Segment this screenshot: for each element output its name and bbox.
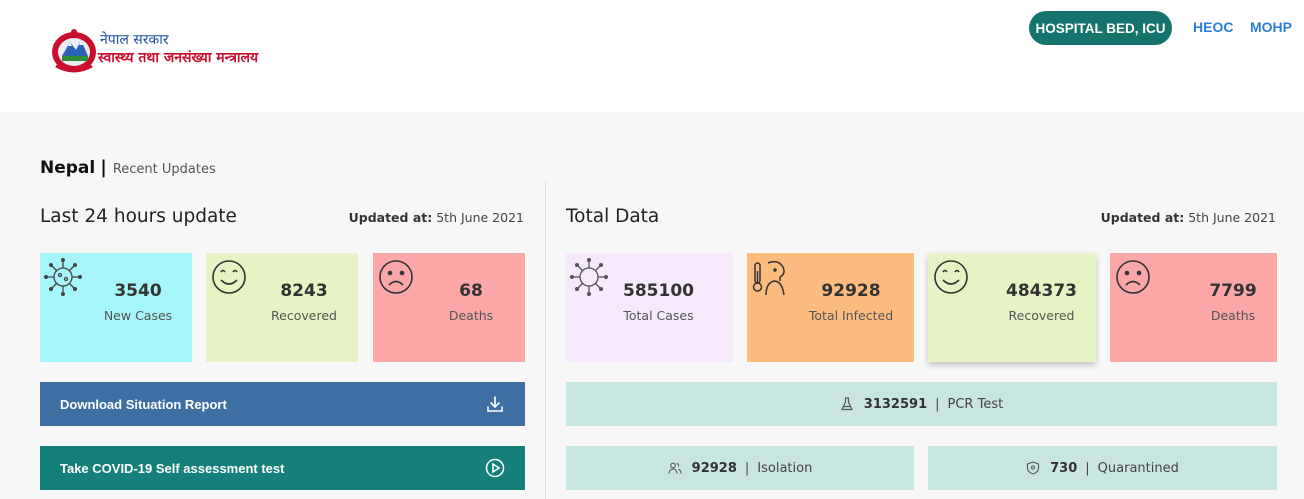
pcr-separator: | xyxy=(935,396,940,412)
shield-icon xyxy=(1027,461,1040,475)
total-deaths-label: Deaths xyxy=(1210,308,1256,323)
isolation-label: Isolation xyxy=(757,460,813,476)
country-name: Nepal xyxy=(40,158,96,178)
new-cases-value: 3540 xyxy=(114,281,162,301)
quarantined-separator: | xyxy=(1085,460,1090,476)
nepal-emblem-icon xyxy=(52,29,96,73)
pcr-test-label: PCR Test xyxy=(947,396,1004,412)
download-icon xyxy=(487,396,503,412)
last24-updated-label: Updated at: xyxy=(348,210,433,225)
logo-text-government: नेपाल सरकार xyxy=(100,32,169,48)
people-icon xyxy=(668,462,682,474)
smile-icon xyxy=(934,260,968,294)
total-updated-label: Updated at: xyxy=(1100,210,1185,225)
nav-link-mohp[interactable]: MOHP xyxy=(1250,19,1292,35)
total-infected-label: Total Infected xyxy=(808,308,894,323)
ministry-logo[interactable]: नेपाल सरकार स्वास्थ्य तथा जनसंख्या मन्त्… xyxy=(48,24,298,78)
quarantined-label: Quarantined xyxy=(1097,460,1179,476)
total-updated: Updated at: 5th June 2021 xyxy=(1101,210,1276,225)
pcr-test-stat: 3132591 | PCR Test xyxy=(566,382,1277,426)
virus-icon xyxy=(44,258,82,296)
flask-icon xyxy=(840,397,853,411)
thermometer-patient-icon xyxy=(752,260,785,296)
hospital-bed-icu-button[interactable]: HOSPITAL BED, ICU xyxy=(1029,11,1172,45)
isolation-value: 92928 xyxy=(691,460,737,476)
logo-text-ministry: स्वास्थ्य तथा जनसंख्या मन्त्रालय xyxy=(98,50,259,66)
smile-icon xyxy=(212,260,246,294)
download-button-label: Download Situation Report xyxy=(60,396,227,412)
recovered-24h-value: 8243 xyxy=(280,281,328,301)
quarantined-stat: 730 | Quarantined xyxy=(928,446,1277,490)
breadcrumb-subtitle: Recent Updates xyxy=(112,162,216,177)
card-recovered-24h: 8243 Recovered xyxy=(206,253,358,362)
card-new-cases: 3540 New Cases xyxy=(40,253,192,362)
breadcrumb-separator: | xyxy=(100,157,107,178)
sad-icon xyxy=(1116,260,1150,294)
card-total-infected: 92928 Total Infected xyxy=(747,253,914,362)
card-total-cases: 585100 Total Cases xyxy=(566,253,733,362)
breadcrumb: Nepal | Recent Updates xyxy=(40,157,216,178)
self-assessment-button-label: Take COVID-19 Self assessment test xyxy=(60,460,285,476)
total-infected-value: 92928 xyxy=(821,281,881,301)
play-circle-icon xyxy=(485,458,505,478)
total-data-title: Total Data xyxy=(566,206,660,227)
deaths-24h-value: 68 xyxy=(459,281,483,301)
download-situation-report-button[interactable]: Download Situation Report xyxy=(40,382,525,426)
card-deaths-24h: 68 Deaths xyxy=(373,253,525,362)
quarantined-value: 730 xyxy=(1050,460,1078,476)
deaths-24h-label: Deaths xyxy=(448,308,494,323)
last24-updated: Updated at: 5th June 2021 xyxy=(349,210,524,225)
header: नेपाल सरकार स्वास्थ्य तथा जनसंख्या मन्त्… xyxy=(0,0,1304,112)
virus-icon xyxy=(570,258,608,296)
last24-updated-value: 5th June 2021 xyxy=(436,210,524,225)
total-deaths-value: 7799 xyxy=(1209,281,1257,301)
isolation-stat: 92928 | Isolation xyxy=(566,446,914,490)
sad-icon xyxy=(379,260,413,294)
pcr-test-value: 3132591 xyxy=(863,396,928,412)
total-recovered-label: Recovered xyxy=(1008,308,1075,323)
self-assessment-test-button[interactable]: Take COVID-19 Self assessment test xyxy=(40,446,525,490)
nav-link-heoc[interactable]: HEOC xyxy=(1193,19,1234,35)
last24-title: Last 24 hours update xyxy=(40,206,237,227)
total-cases-value: 585100 xyxy=(623,281,694,301)
isolation-separator: | xyxy=(744,460,750,476)
new-cases-label: New Cases xyxy=(103,308,173,323)
total-cases-label: Total Cases xyxy=(623,308,694,323)
column-divider xyxy=(545,181,546,499)
total-recovered-value: 484373 xyxy=(1006,281,1077,301)
recovered-24h-label: Recovered xyxy=(271,308,337,323)
card-total-recovered[interactable]: 484373 Recovered xyxy=(928,253,1096,362)
card-total-deaths: 7799 Deaths xyxy=(1110,253,1277,362)
total-updated-value: 5th June 2021 xyxy=(1188,210,1276,225)
